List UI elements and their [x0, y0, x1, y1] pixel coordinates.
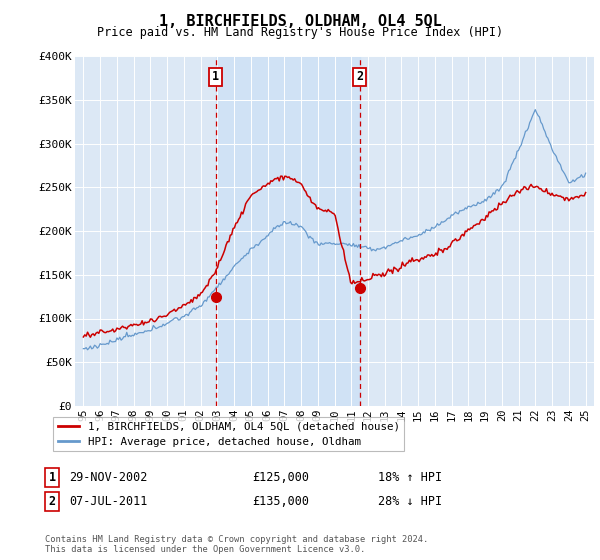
- Text: 2: 2: [356, 71, 364, 83]
- Text: Price paid vs. HM Land Registry's House Price Index (HPI): Price paid vs. HM Land Registry's House …: [97, 26, 503, 39]
- Text: £135,000: £135,000: [252, 494, 309, 508]
- Text: 1: 1: [49, 470, 56, 484]
- Text: 07-JUL-2011: 07-JUL-2011: [69, 494, 148, 508]
- Text: 29-NOV-2002: 29-NOV-2002: [69, 470, 148, 484]
- Text: Contains HM Land Registry data © Crown copyright and database right 2024.
This d: Contains HM Land Registry data © Crown c…: [45, 535, 428, 554]
- Text: £125,000: £125,000: [252, 470, 309, 484]
- Text: 18% ↑ HPI: 18% ↑ HPI: [378, 470, 442, 484]
- Bar: [216, 56, 360, 406]
- Text: 2: 2: [49, 494, 56, 508]
- Text: 1, BIRCHFIELDS, OLDHAM, OL4 5QL: 1, BIRCHFIELDS, OLDHAM, OL4 5QL: [158, 14, 442, 29]
- Legend: 1, BIRCHFIELDS, OLDHAM, OL4 5QL (detached house), HPI: Average price, detached h: 1, BIRCHFIELDS, OLDHAM, OL4 5QL (detache…: [53, 417, 404, 451]
- Text: 28% ↓ HPI: 28% ↓ HPI: [378, 494, 442, 508]
- Text: 1: 1: [212, 71, 220, 83]
